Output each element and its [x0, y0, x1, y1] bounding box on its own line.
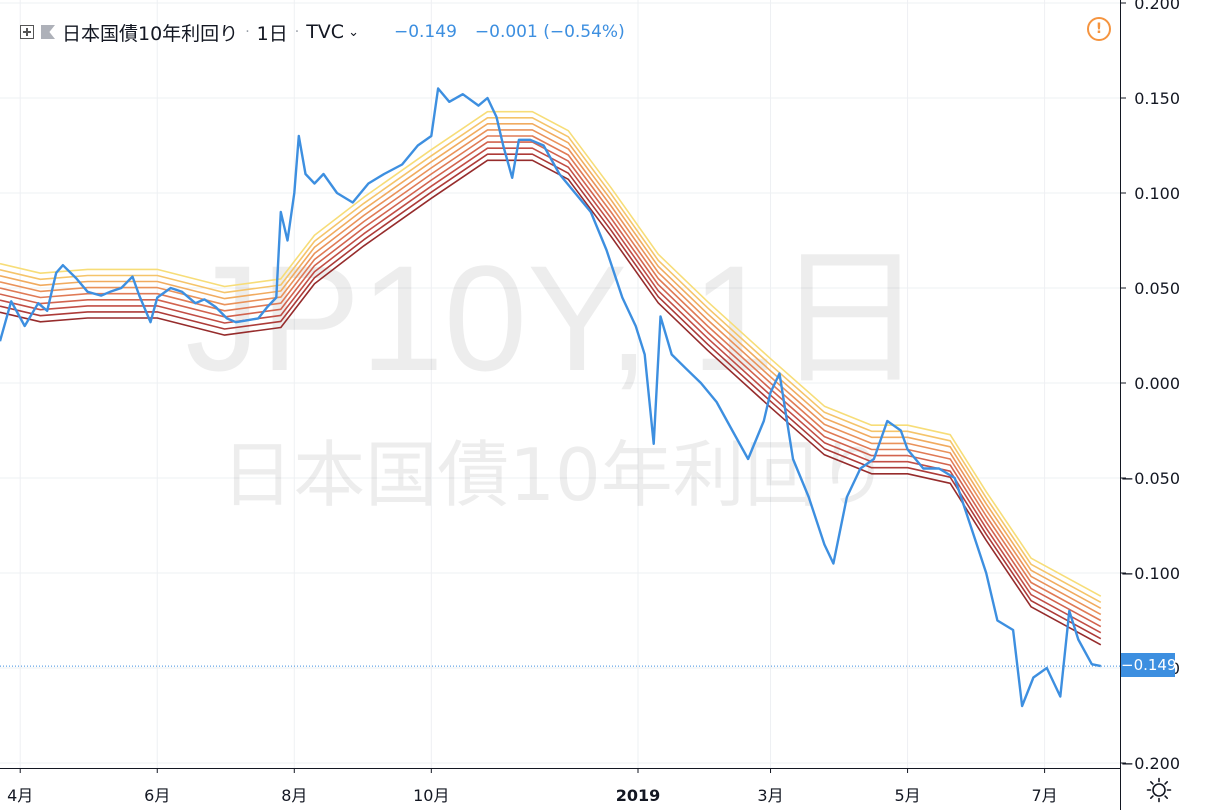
symbol-title[interactable]: 日本国債10年利回り: [62, 22, 239, 45]
price-series: [0, 87, 1102, 708]
warning-icon[interactable]: !: [1087, 17, 1111, 41]
ribbon-line: [0, 153, 1102, 640]
moving-average-ribbon: [0, 110, 1102, 646]
ribbon-line: [0, 117, 1102, 604]
separator: ·: [245, 24, 250, 40]
x-tick-label: 3月: [757, 786, 783, 805]
watermark: JP10Y, 1日 日本国債10年利回り: [185, 234, 924, 517]
x-tick-label: 8月: [281, 786, 307, 805]
ribbon-line: [0, 141, 1102, 628]
y-tick-label: 0.200: [1134, 0, 1180, 13]
axes: 0.200 0.150 0.100 0.050 0.000 −0.050 −0.100 −0.…: [0, 0, 1180, 810]
y-tick-label: 0.100: [1134, 184, 1180, 203]
expand-legend-icon[interactable]: [20, 25, 34, 39]
x-tick-label: 2019: [616, 786, 661, 805]
legend-bar: 日本国債10年利回り · 1日 · TVC ⌄ −0.149 −0.001 (−…: [20, 17, 625, 47]
x-tick-label: 10月: [413, 786, 449, 805]
price-line: [0, 87, 1102, 708]
ribbon-line: [0, 123, 1102, 610]
legend-values: −0.149 −0.001 (−0.54%): [394, 22, 625, 42]
y-tick-label: 0.050: [1134, 279, 1180, 298]
chevron-down-icon[interactable]: ⌄: [348, 24, 359, 40]
settings-icon[interactable]: [1146, 777, 1172, 803]
ribbon-line: [0, 110, 1102, 597]
x-tick-label: 4月: [7, 786, 33, 805]
separator: ·: [294, 24, 300, 40]
x-tick-label: 7月: [1031, 786, 1057, 805]
x-tick-label: 5月: [894, 786, 920, 805]
y-tick-label: −0.200: [1121, 754, 1180, 773]
source[interactable]: TVC: [306, 21, 345, 43]
y-tick-label: 0.000: [1134, 374, 1180, 393]
watermark-description: 日本国債10年利回り: [221, 433, 889, 517]
y-tick-label: −0.050: [1121, 469, 1180, 488]
ribbon-line: [0, 135, 1102, 622]
ribbon-line: [0, 129, 1102, 616]
grid: [0, 0, 1120, 768]
y-tick-label: 0.150: [1134, 89, 1180, 108]
ribbon-line: [0, 159, 1102, 646]
x-tick-label: 6月: [144, 786, 170, 805]
flag-icon[interactable]: [41, 25, 55, 39]
last-value: −0.149: [393, 22, 457, 42]
change-value: −0.001 (−0.54%): [474, 22, 625, 42]
current-price-tag: −0.149: [1121, 653, 1177, 677]
y-tick-label: −0.100: [1121, 564, 1180, 583]
interval[interactable]: 1日: [256, 22, 288, 45]
